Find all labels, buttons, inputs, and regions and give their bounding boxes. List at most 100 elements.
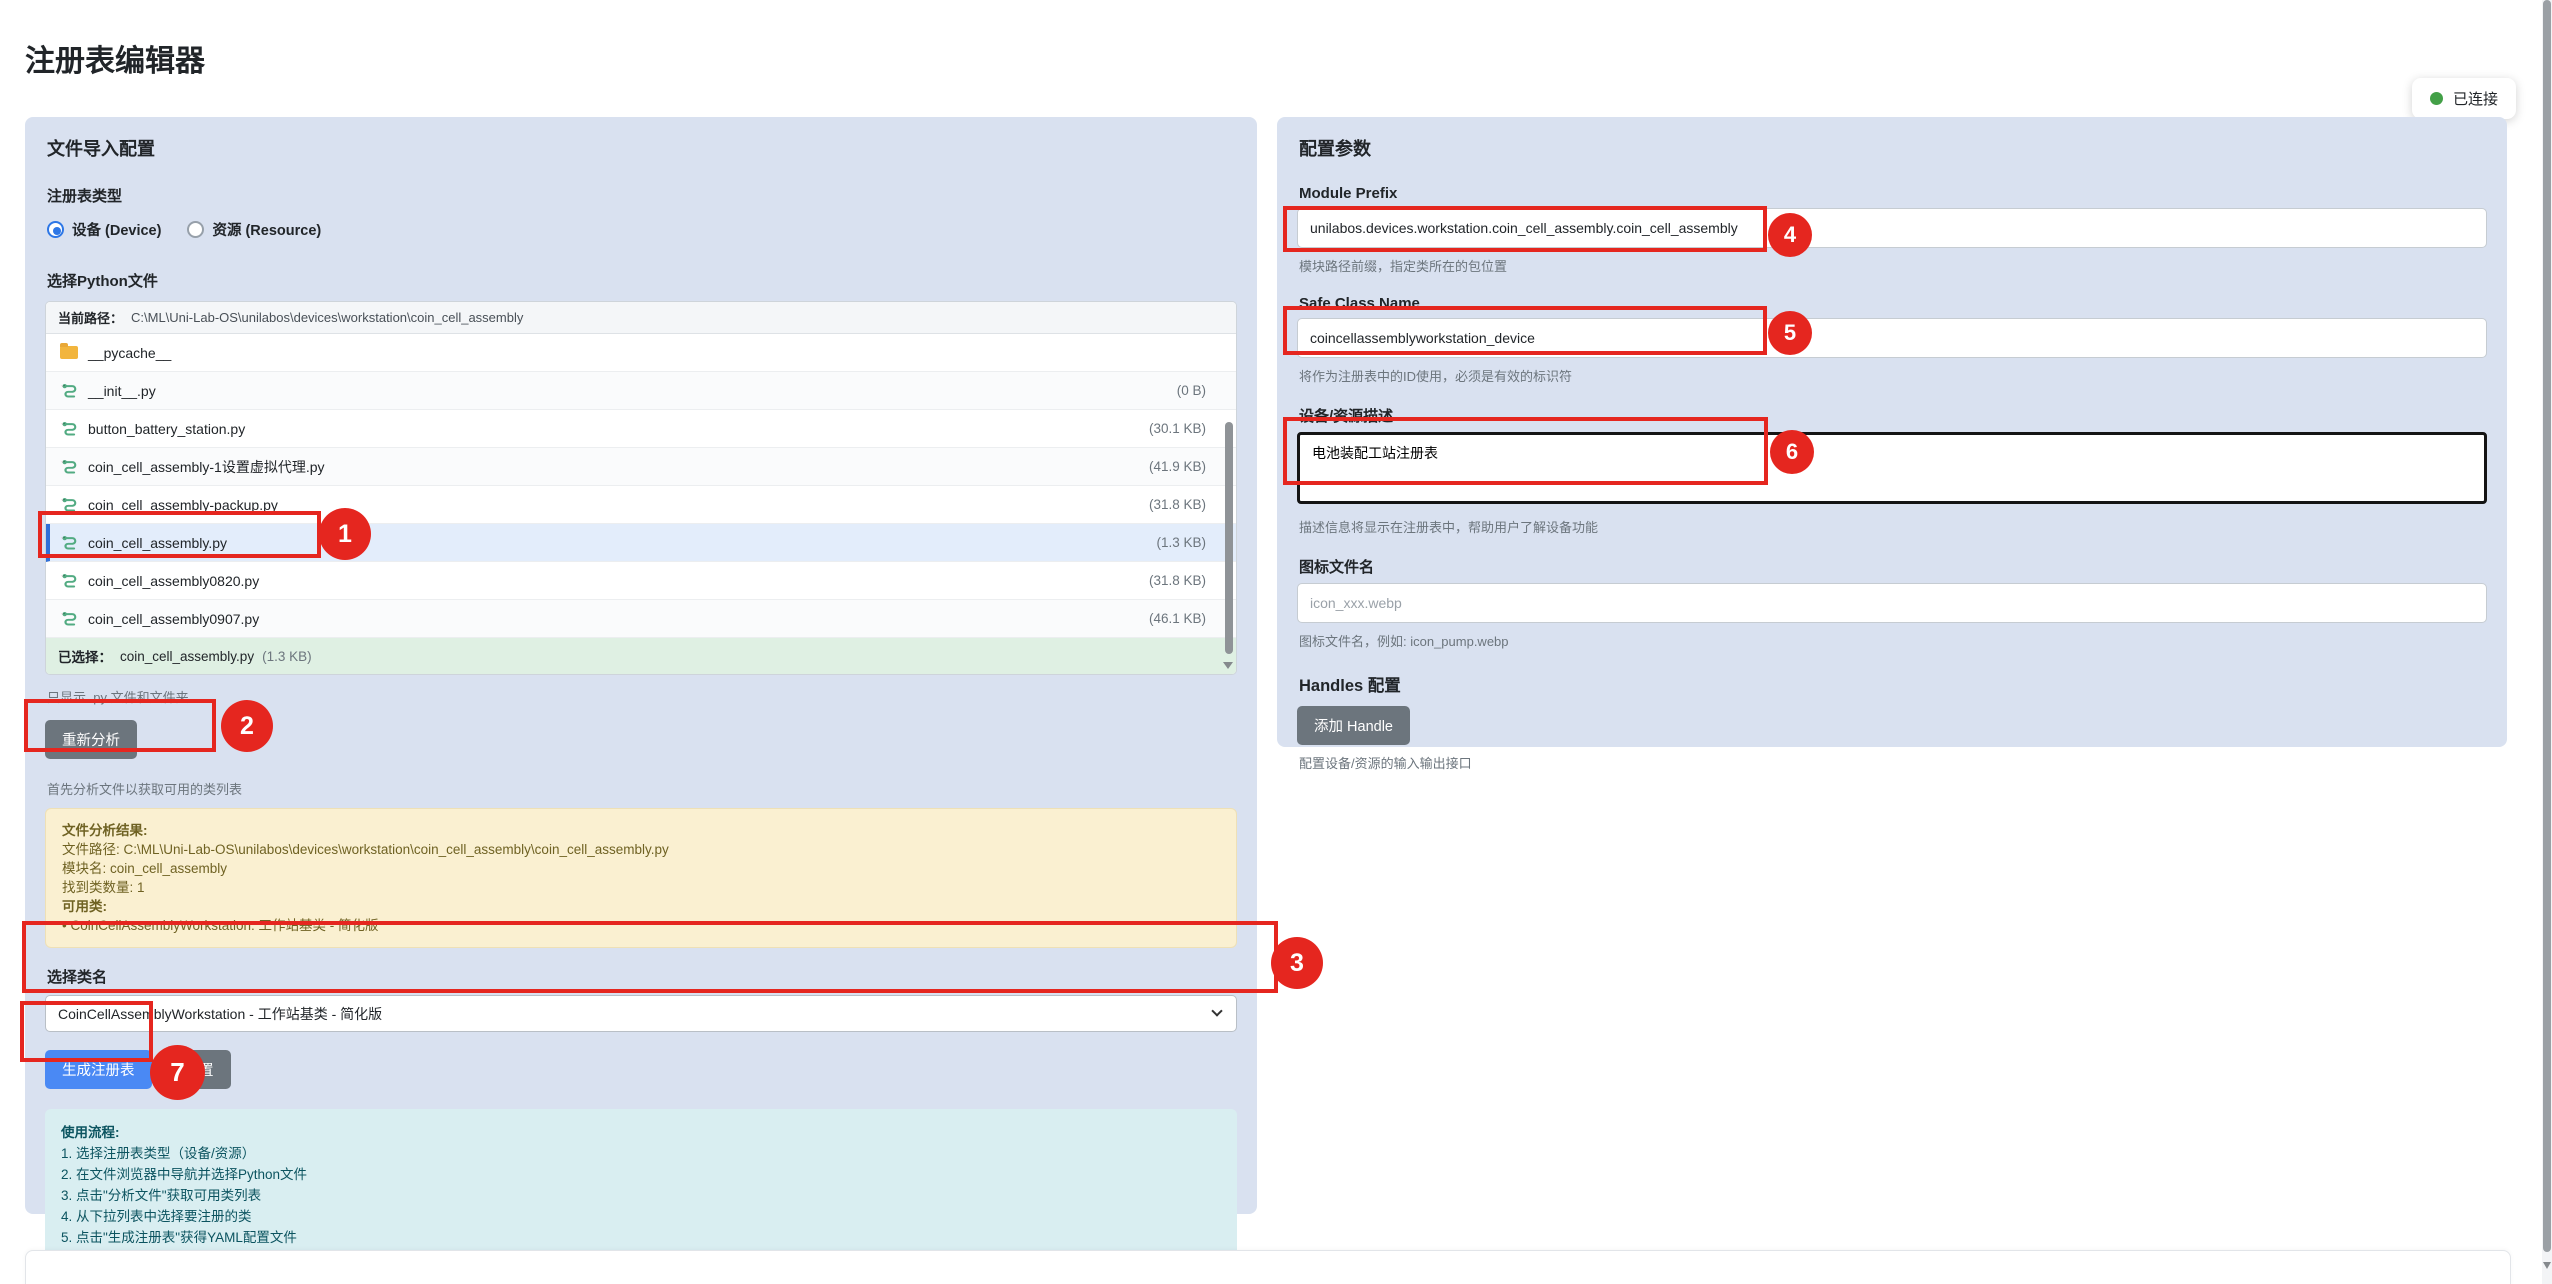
page-scroll-down-icon[interactable] <box>2543 1262 2551 1269</box>
python-snake-icon <box>60 611 77 625</box>
file-row[interactable]: coin_cell_assembly-1设置虚拟代理.py (41.9 KB) <box>46 448 1236 486</box>
file-row[interactable]: button_battery_station.py (30.1 KB) <box>46 410 1236 448</box>
file-filter-hint: 只显示 .py 文件和文件夹 <box>47 690 189 705</box>
handles-config-label: Handles 配置 <box>1299 677 1401 695</box>
page-scrollbar-thumb[interactable] <box>2543 0 2551 1252</box>
file-size: (31.8 KB) <box>1148 497 1206 512</box>
current-path-bar: 当前路径： C:\ML\Uni-Lab-OS\unilabos\devices\… <box>46 302 1236 334</box>
file-row[interactable]: coin_cell_assembly0820.py (31.8 KB) <box>46 562 1236 600</box>
class-select[interactable]: CoinCellAssemblyWorkstation - 工作站基类 - 简化… <box>45 995 1237 1032</box>
generate-registry-button[interactable]: 生成注册表 <box>45 1050 152 1089</box>
class-select-label: 选择类名 <box>47 969 108 986</box>
current-path-label: 当前路径： <box>58 311 124 326</box>
file-name: button_battery_station.py <box>88 420 246 437</box>
description-textarea[interactable] <box>1297 432 2487 504</box>
connection-status-badge: 已连接 <box>2411 78 2516 119</box>
annotation-box-3 <box>22 921 1278 993</box>
file-import-panel: 文件导入配置 注册表类型 设备 (Device) 资源 (Resource) 选… <box>25 117 1257 1261</box>
radio-device-icon[interactable] <box>47 221 64 238</box>
selected-file-bar: 已选择： coin_cell_assembly.py (1.3 KB) <box>46 638 1236 674</box>
selected-file-size: (1.3 KB) <box>262 648 312 664</box>
file-size: (30.1 KB) <box>1148 421 1206 436</box>
file-row[interactable]: coin_cell_assembly-packup.py (31.8 KB) <box>46 486 1236 524</box>
radio-device[interactable]: 设备 (Device) <box>47 219 161 240</box>
annotation-circle-2: 2 <box>221 700 273 752</box>
usage-step: 3. 点击"分析文件"获取可用类列表 <box>61 1188 262 1203</box>
file-name: coin_cell_assembly-1设置虚拟代理.py <box>88 458 325 475</box>
annotation-circle-1: 1 <box>319 508 371 560</box>
safe-class-name-help: 将作为注册表中的ID使用，必须是有效的标识符 <box>1299 369 1573 384</box>
file-list-scrollbar-thumb[interactable] <box>1225 422 1233 654</box>
python-snake-icon <box>60 383 77 397</box>
file-import-heading: 文件导入配置 <box>47 139 155 159</box>
analysis-module-name: 模块名: coin_cell_assembly <box>62 861 228 876</box>
annotation-circle-6: 6 <box>1770 430 1814 474</box>
module-prefix-input[interactable] <box>1297 208 2487 248</box>
python-snake-icon <box>60 535 77 549</box>
page-title: 注册表编辑器 <box>25 45 205 78</box>
radio-resource-label: 资源 (Resource) <box>212 223 322 239</box>
analysis-available-title: 可用类: <box>62 899 107 914</box>
file-size: (46.1 KB) <box>1148 611 1206 626</box>
connected-dot-icon <box>2429 92 2443 105</box>
annotation-box-7 <box>20 1001 153 1062</box>
reanalyze-button[interactable]: 重新分析 <box>45 720 137 759</box>
python-snake-icon <box>60 573 77 587</box>
file-size: (0 B) <box>1176 383 1206 398</box>
usage-step: 5. 点击"生成注册表"获得YAML配置文件 <box>61 1230 297 1245</box>
usage-steps: 1. 选择注册表类型（设备/资源） 2. 在文件浏览器中导航并选择Python文… <box>61 1143 1221 1248</box>
add-handle-button[interactable]: 添加 Handle <box>1297 706 1410 745</box>
registry-type-radio-group: 设备 (Device) 资源 (Resource) <box>47 219 1237 240</box>
annotation-box-1 <box>38 511 321 558</box>
analysis-result-title: 文件分析结果: <box>62 823 148 838</box>
analysis-file-path: 文件路径: C:\ML\Uni-Lab-OS\unilabos\devices\… <box>62 842 669 857</box>
annotation-box-4 <box>1283 206 1767 252</box>
annotation-box-2 <box>24 699 216 752</box>
file-name: coin_cell_assembly.py <box>88 534 228 551</box>
connection-status-label: 已连接 <box>2452 91 2498 108</box>
analysis-class-count: 找到类数量: 1 <box>62 880 145 895</box>
usage-step: 4. 从下拉列表中选择要注册的类 <box>61 1209 252 1224</box>
usage-step: 2. 在文件浏览器中导航并选择Python文件 <box>61 1167 308 1182</box>
file-row[interactable]: __pycache__ <box>46 334 1236 372</box>
python-snake-icon <box>60 459 77 473</box>
file-name: __init__.py <box>88 382 156 399</box>
registry-type-label: 注册表类型 <box>47 188 123 205</box>
bottom-output-card <box>25 1250 2511 1284</box>
file-name: coin_cell_assembly-packup.py <box>88 496 278 513</box>
file-list: __pycache__ __init__.py (0 B) <box>46 334 1236 669</box>
annotation-box-5 <box>1283 306 1767 355</box>
icon-filename-label: 图标文件名 <box>1299 559 1375 576</box>
file-row[interactable]: __init__.py (0 B) <box>46 372 1236 410</box>
analyze-hint: 首先分析文件以获取可用的类列表 <box>47 782 243 797</box>
icon-filename-help: 图标文件名，例如: icon_pump.webp <box>1299 634 1509 649</box>
file-list-scroll-down-icon[interactable] <box>1223 662 1233 669</box>
python-snake-icon <box>60 421 77 435</box>
config-params-heading: 配置参数 <box>1299 139 1371 159</box>
file-name: __pycache__ <box>88 344 172 361</box>
annotation-box-6 <box>1283 417 1768 485</box>
annotation-circle-3: 3 <box>1271 937 1323 989</box>
current-path-value: C:\ML\Uni-Lab-OS\unilabos\devices\workst… <box>131 310 524 325</box>
module-prefix-label: Module Prefix <box>1299 185 1398 202</box>
class-select-value[interactable]: CoinCellAssemblyWorkstation - 工作站基类 - 简化… <box>45 995 1237 1032</box>
annotation-circle-5: 5 <box>1768 311 1812 355</box>
annotation-circle-4: 4 <box>1768 213 1812 257</box>
file-row[interactable]: coin_cell_assembly0907.py (46.1 KB) <box>46 600 1236 638</box>
annotation-circle-7: 7 <box>150 1045 205 1100</box>
usage-title: 使用流程: <box>61 1125 120 1140</box>
selected-file-label: 已选择： <box>58 650 112 665</box>
file-name: coin_cell_assembly0820.py <box>88 572 260 589</box>
usage-step: 1. 选择注册表类型（设备/资源） <box>61 1146 256 1161</box>
radio-resource-icon[interactable] <box>187 221 205 238</box>
python-snake-icon <box>60 497 77 511</box>
file-size: (31.8 KB) <box>1148 573 1206 588</box>
selected-file-name: coin_cell_assembly.py <box>120 648 255 664</box>
description-help: 描述信息将显示在注册表中，帮助用户了解设备功能 <box>1299 520 1599 535</box>
icon-filename-input[interactable] <box>1297 583 2487 623</box>
file-name: coin_cell_assembly0907.py <box>88 610 260 627</box>
folder-icon <box>60 343 78 359</box>
usage-instructions-box: 使用流程: 1. 选择注册表类型（设备/资源） 2. 在文件浏览器中导航并选择P… <box>45 1109 1237 1261</box>
radio-resource[interactable]: 资源 (Resource) <box>187 219 321 240</box>
select-python-file-label: 选择Python文件 <box>47 273 158 290</box>
